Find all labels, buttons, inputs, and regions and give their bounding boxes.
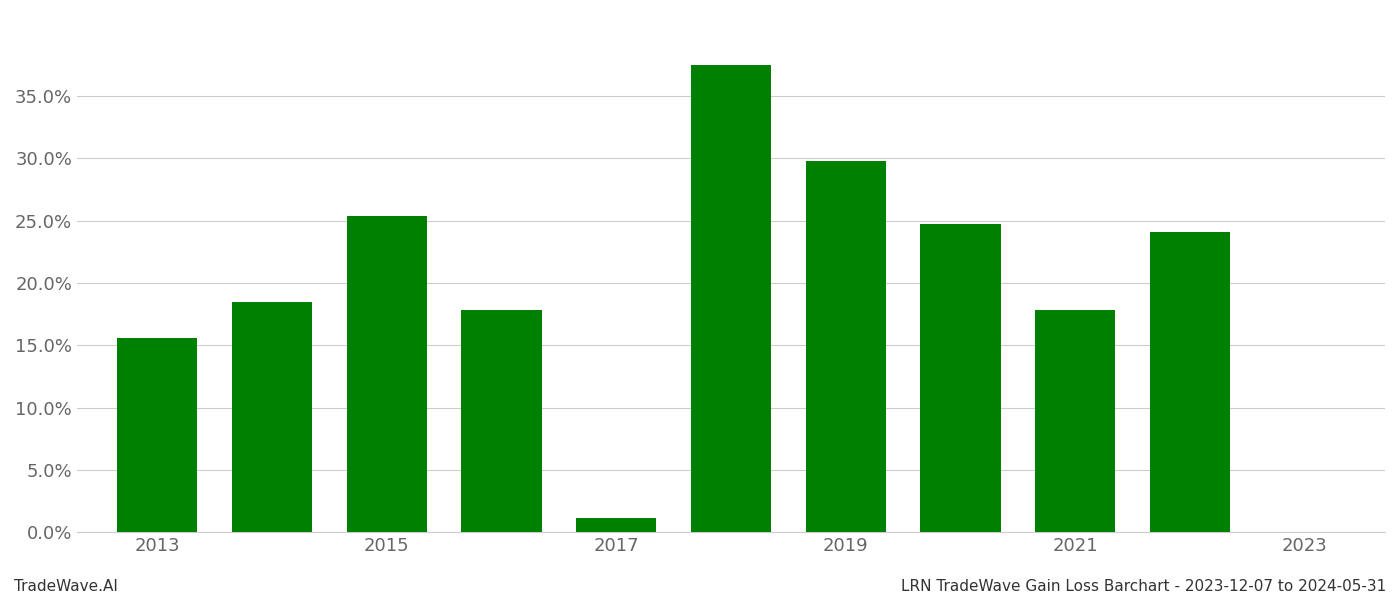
Bar: [805, 161, 886, 532]
Bar: [575, 518, 657, 532]
Bar: [347, 215, 427, 532]
Text: LRN TradeWave Gain Loss Barchart - 2023-12-07 to 2024-05-31: LRN TradeWave Gain Loss Barchart - 2023-…: [900, 579, 1386, 594]
Bar: [462, 310, 542, 532]
Bar: [920, 224, 1001, 532]
Bar: [1035, 310, 1116, 532]
Text: TradeWave.AI: TradeWave.AI: [14, 579, 118, 594]
Bar: [1149, 232, 1231, 532]
Bar: [690, 65, 771, 532]
Bar: [232, 302, 312, 532]
Bar: [118, 338, 197, 532]
